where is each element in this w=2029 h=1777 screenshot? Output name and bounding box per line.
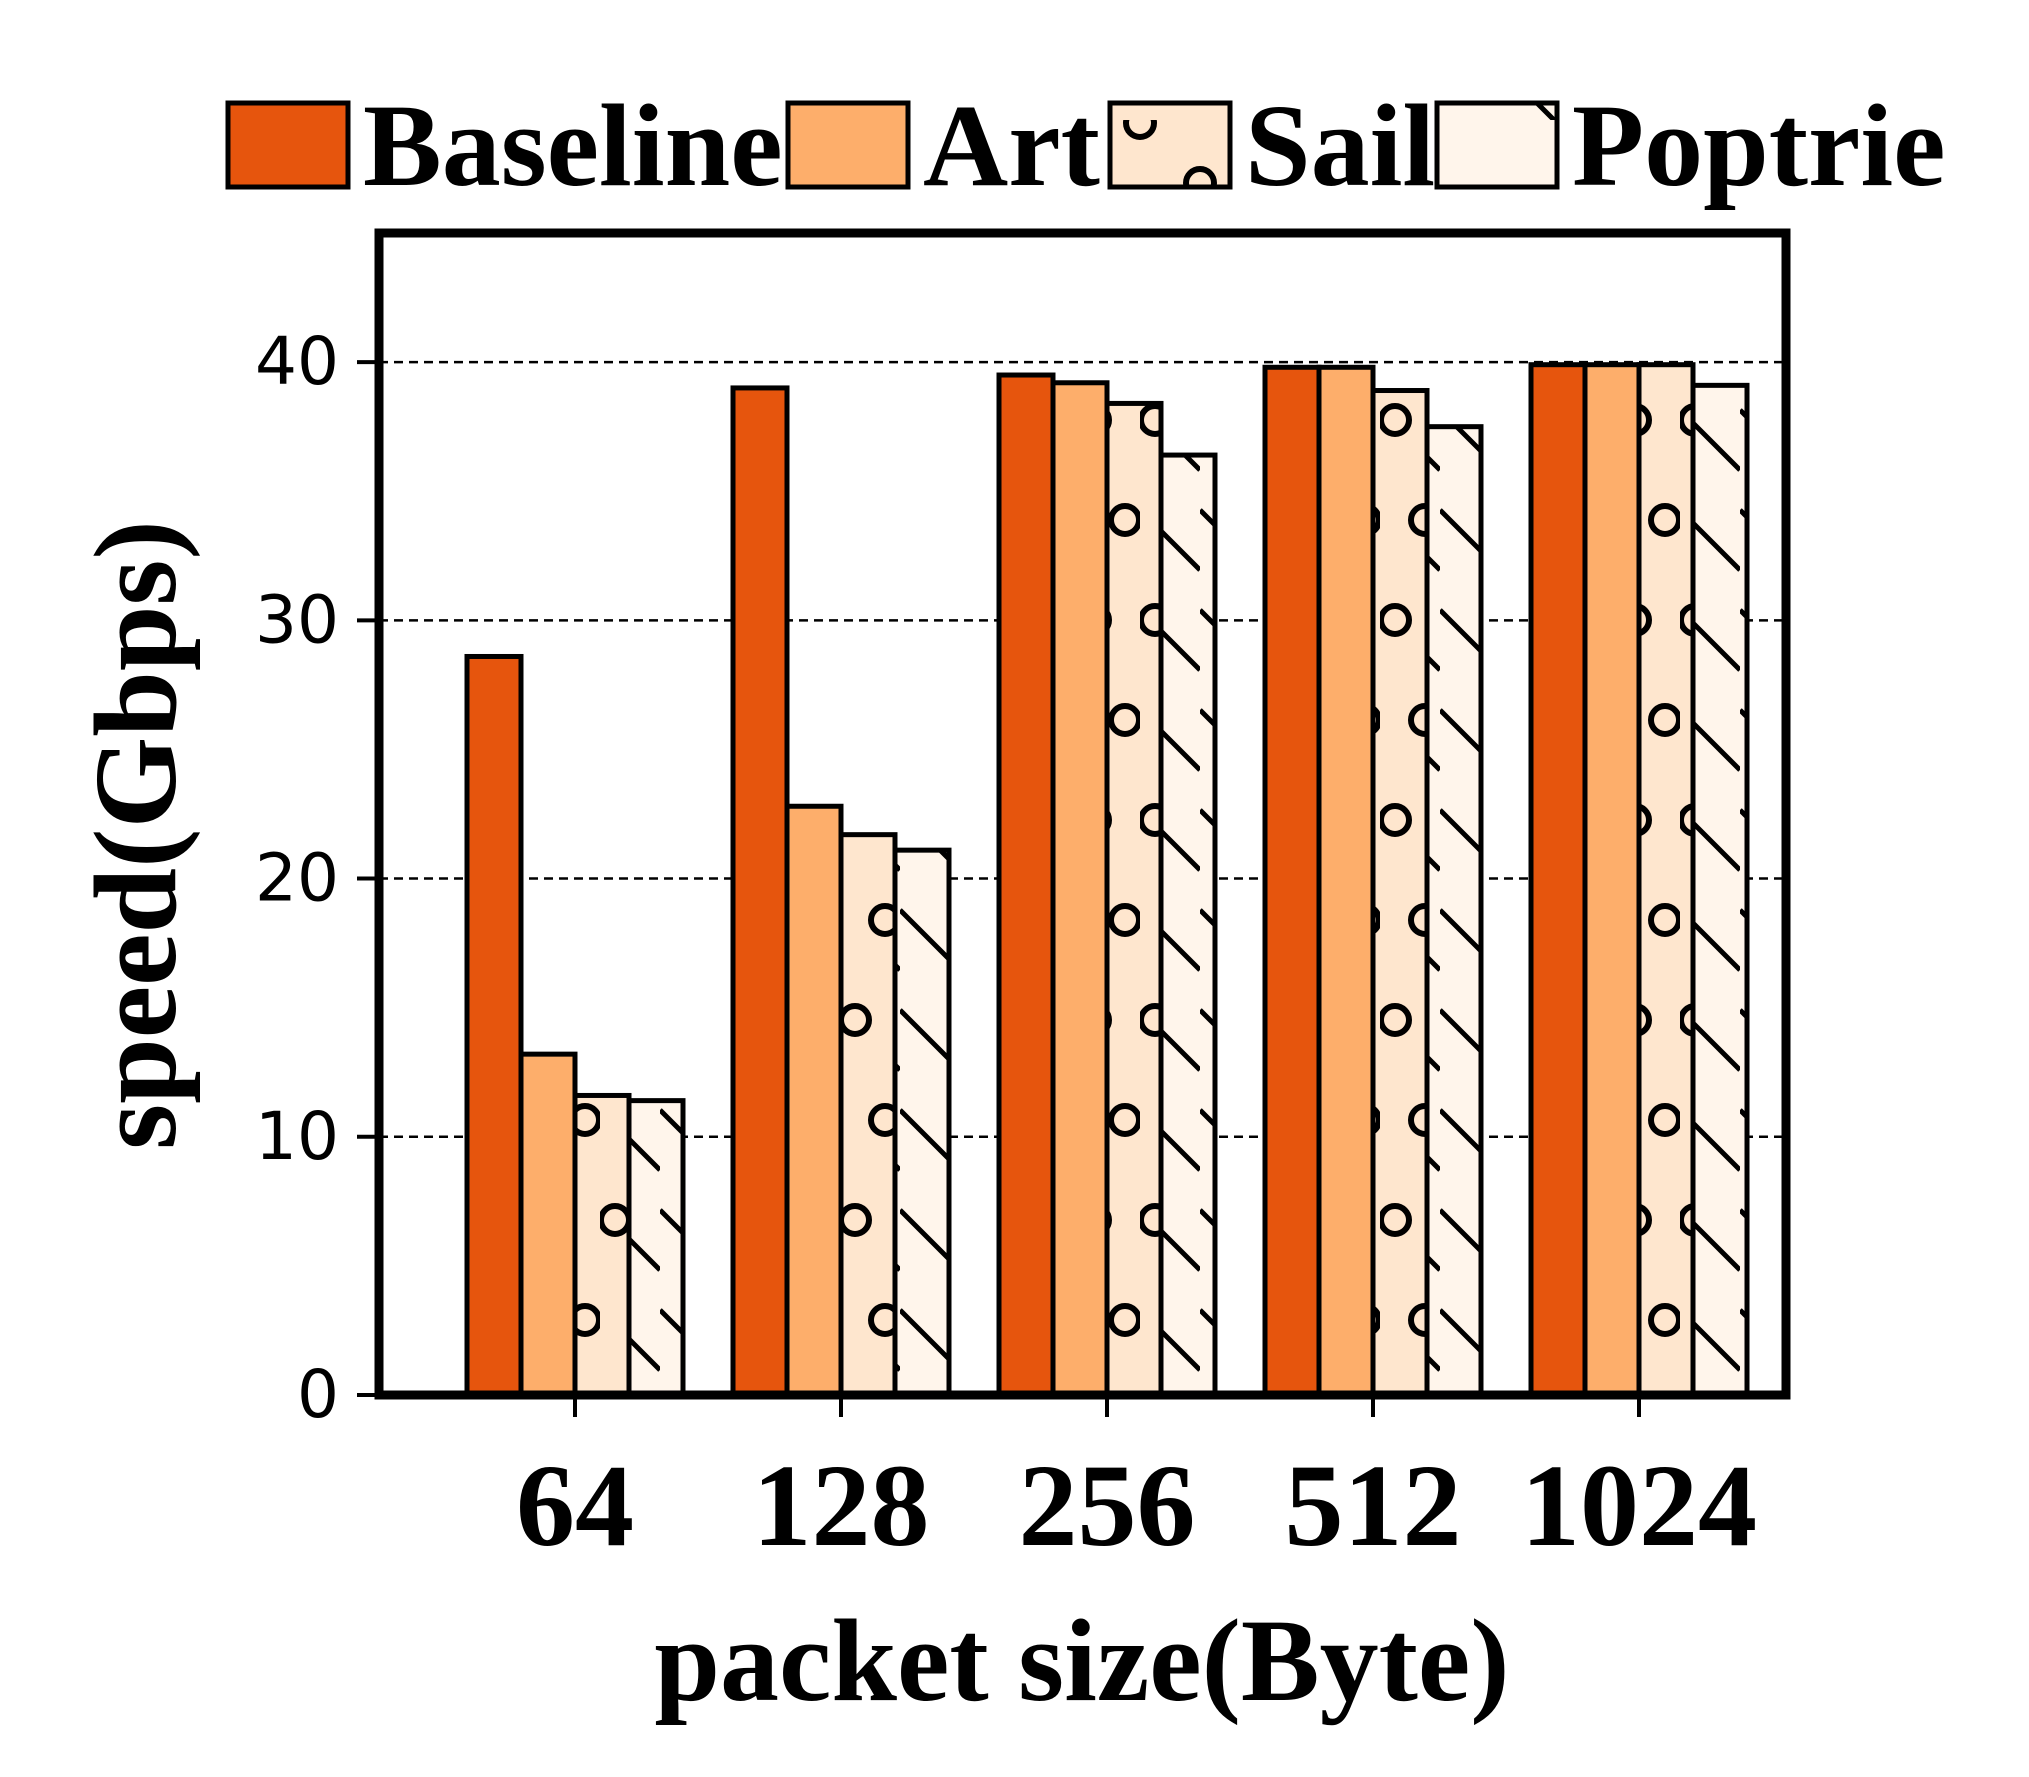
bar-poptrie-256 bbox=[1158, 452, 1218, 1398]
legend-swatch-fill bbox=[788, 103, 908, 187]
x-tick-label: 128 bbox=[753, 1440, 930, 1571]
bar-hatch bbox=[1107, 403, 1161, 1396]
legend-swatch-outline bbox=[1107, 100, 1233, 190]
bar-hatch bbox=[895, 850, 949, 1395]
bar-sail-64 bbox=[572, 1092, 632, 1398]
bar-hatch bbox=[575, 1095, 629, 1395]
legend-swatch-hatch bbox=[1110, 103, 1230, 187]
bar-poptrie-128 bbox=[892, 847, 952, 1398]
y-tick-label: 10 bbox=[255, 1098, 339, 1175]
x-tick-label: 64 bbox=[516, 1440, 634, 1571]
bar-hatch bbox=[1427, 426, 1481, 1396]
bar-fill bbox=[1265, 367, 1319, 1396]
bar-art-256 bbox=[1050, 380, 1110, 1398]
y-tick-label: 30 bbox=[255, 581, 339, 658]
legend: Baseline Art Sail Poptrie bbox=[225, 80, 1946, 211]
bar-fill bbox=[467, 656, 521, 1395]
bar-baseline-256 bbox=[996, 372, 1056, 1398]
bar-sail-128 bbox=[838, 832, 898, 1398]
y-tick-label: 0 bbox=[297, 1356, 339, 1433]
bar-hatch bbox=[1639, 364, 1693, 1395]
x-tick-label: 256 bbox=[1019, 1440, 1196, 1571]
bar-art-1024 bbox=[1582, 362, 1642, 1398]
bar-art-128 bbox=[784, 803, 844, 1398]
bar-baseline-128 bbox=[730, 385, 790, 1398]
legend-swatch-poptrie bbox=[1434, 100, 1560, 190]
bar-hatch bbox=[1161, 455, 1215, 1395]
bar-art-512 bbox=[1316, 364, 1376, 1398]
legend-swatch-outline bbox=[785, 100, 911, 190]
x-tick-label: 512 bbox=[1285, 1440, 1462, 1571]
bar-fill bbox=[787, 806, 841, 1395]
plot-frame bbox=[374, 228, 1791, 1400]
bar-poptrie-512 bbox=[1424, 424, 1484, 1398]
bar-hatch bbox=[1693, 385, 1747, 1396]
bar-hatch bbox=[1373, 390, 1427, 1395]
bar-poptrie-1024 bbox=[1690, 382, 1750, 1398]
bar-sail-512 bbox=[1370, 388, 1430, 1398]
bar-hatch bbox=[841, 834, 895, 1395]
legend-label-art: Art bbox=[923, 80, 1100, 211]
x-axis-title: packet size(Byte) bbox=[654, 1595, 1509, 1726]
y-axis-title: speed(Gbps) bbox=[70, 520, 201, 1149]
legend-swatch-fill bbox=[228, 103, 348, 187]
legend-swatch-sail bbox=[1107, 100, 1233, 190]
bar-baseline-1024 bbox=[1528, 362, 1588, 1398]
bar-baseline-512 bbox=[1262, 364, 1322, 1398]
legend-swatch-outline bbox=[1434, 100, 1560, 190]
bar-fill bbox=[1531, 364, 1585, 1395]
legend-swatch-outline bbox=[225, 100, 351, 190]
bars bbox=[464, 362, 1750, 1398]
legend-label-sail: Sail bbox=[1245, 80, 1435, 211]
legend-swatch-art bbox=[785, 100, 911, 190]
legend-swatch-hatch bbox=[1437, 103, 1557, 187]
legend-label-baseline: Baseline bbox=[363, 80, 783, 211]
bar-fill bbox=[999, 375, 1053, 1395]
bar-sail-1024 bbox=[1636, 362, 1696, 1398]
legend-label-poptrie: Poptrie bbox=[1572, 80, 1946, 211]
bar-poptrie-64 bbox=[626, 1098, 686, 1398]
legend-swatch-baseline bbox=[225, 100, 351, 190]
bar-fill bbox=[521, 1054, 575, 1395]
bar-art-64 bbox=[518, 1051, 578, 1398]
bar-fill bbox=[1319, 367, 1373, 1396]
x-tick-label: 1024 bbox=[1521, 1440, 1757, 1571]
bar-fill bbox=[1585, 364, 1639, 1395]
axes bbox=[357, 228, 1791, 1417]
bar-hatch bbox=[629, 1100, 683, 1395]
bar-sail-256 bbox=[1104, 400, 1164, 1398]
y-tick-label: 40 bbox=[255, 323, 339, 400]
bar-baseline-64 bbox=[464, 653, 524, 1398]
bar-fill bbox=[733, 387, 787, 1395]
bar-fill bbox=[1053, 382, 1107, 1395]
y-tick-label: 20 bbox=[255, 840, 339, 917]
